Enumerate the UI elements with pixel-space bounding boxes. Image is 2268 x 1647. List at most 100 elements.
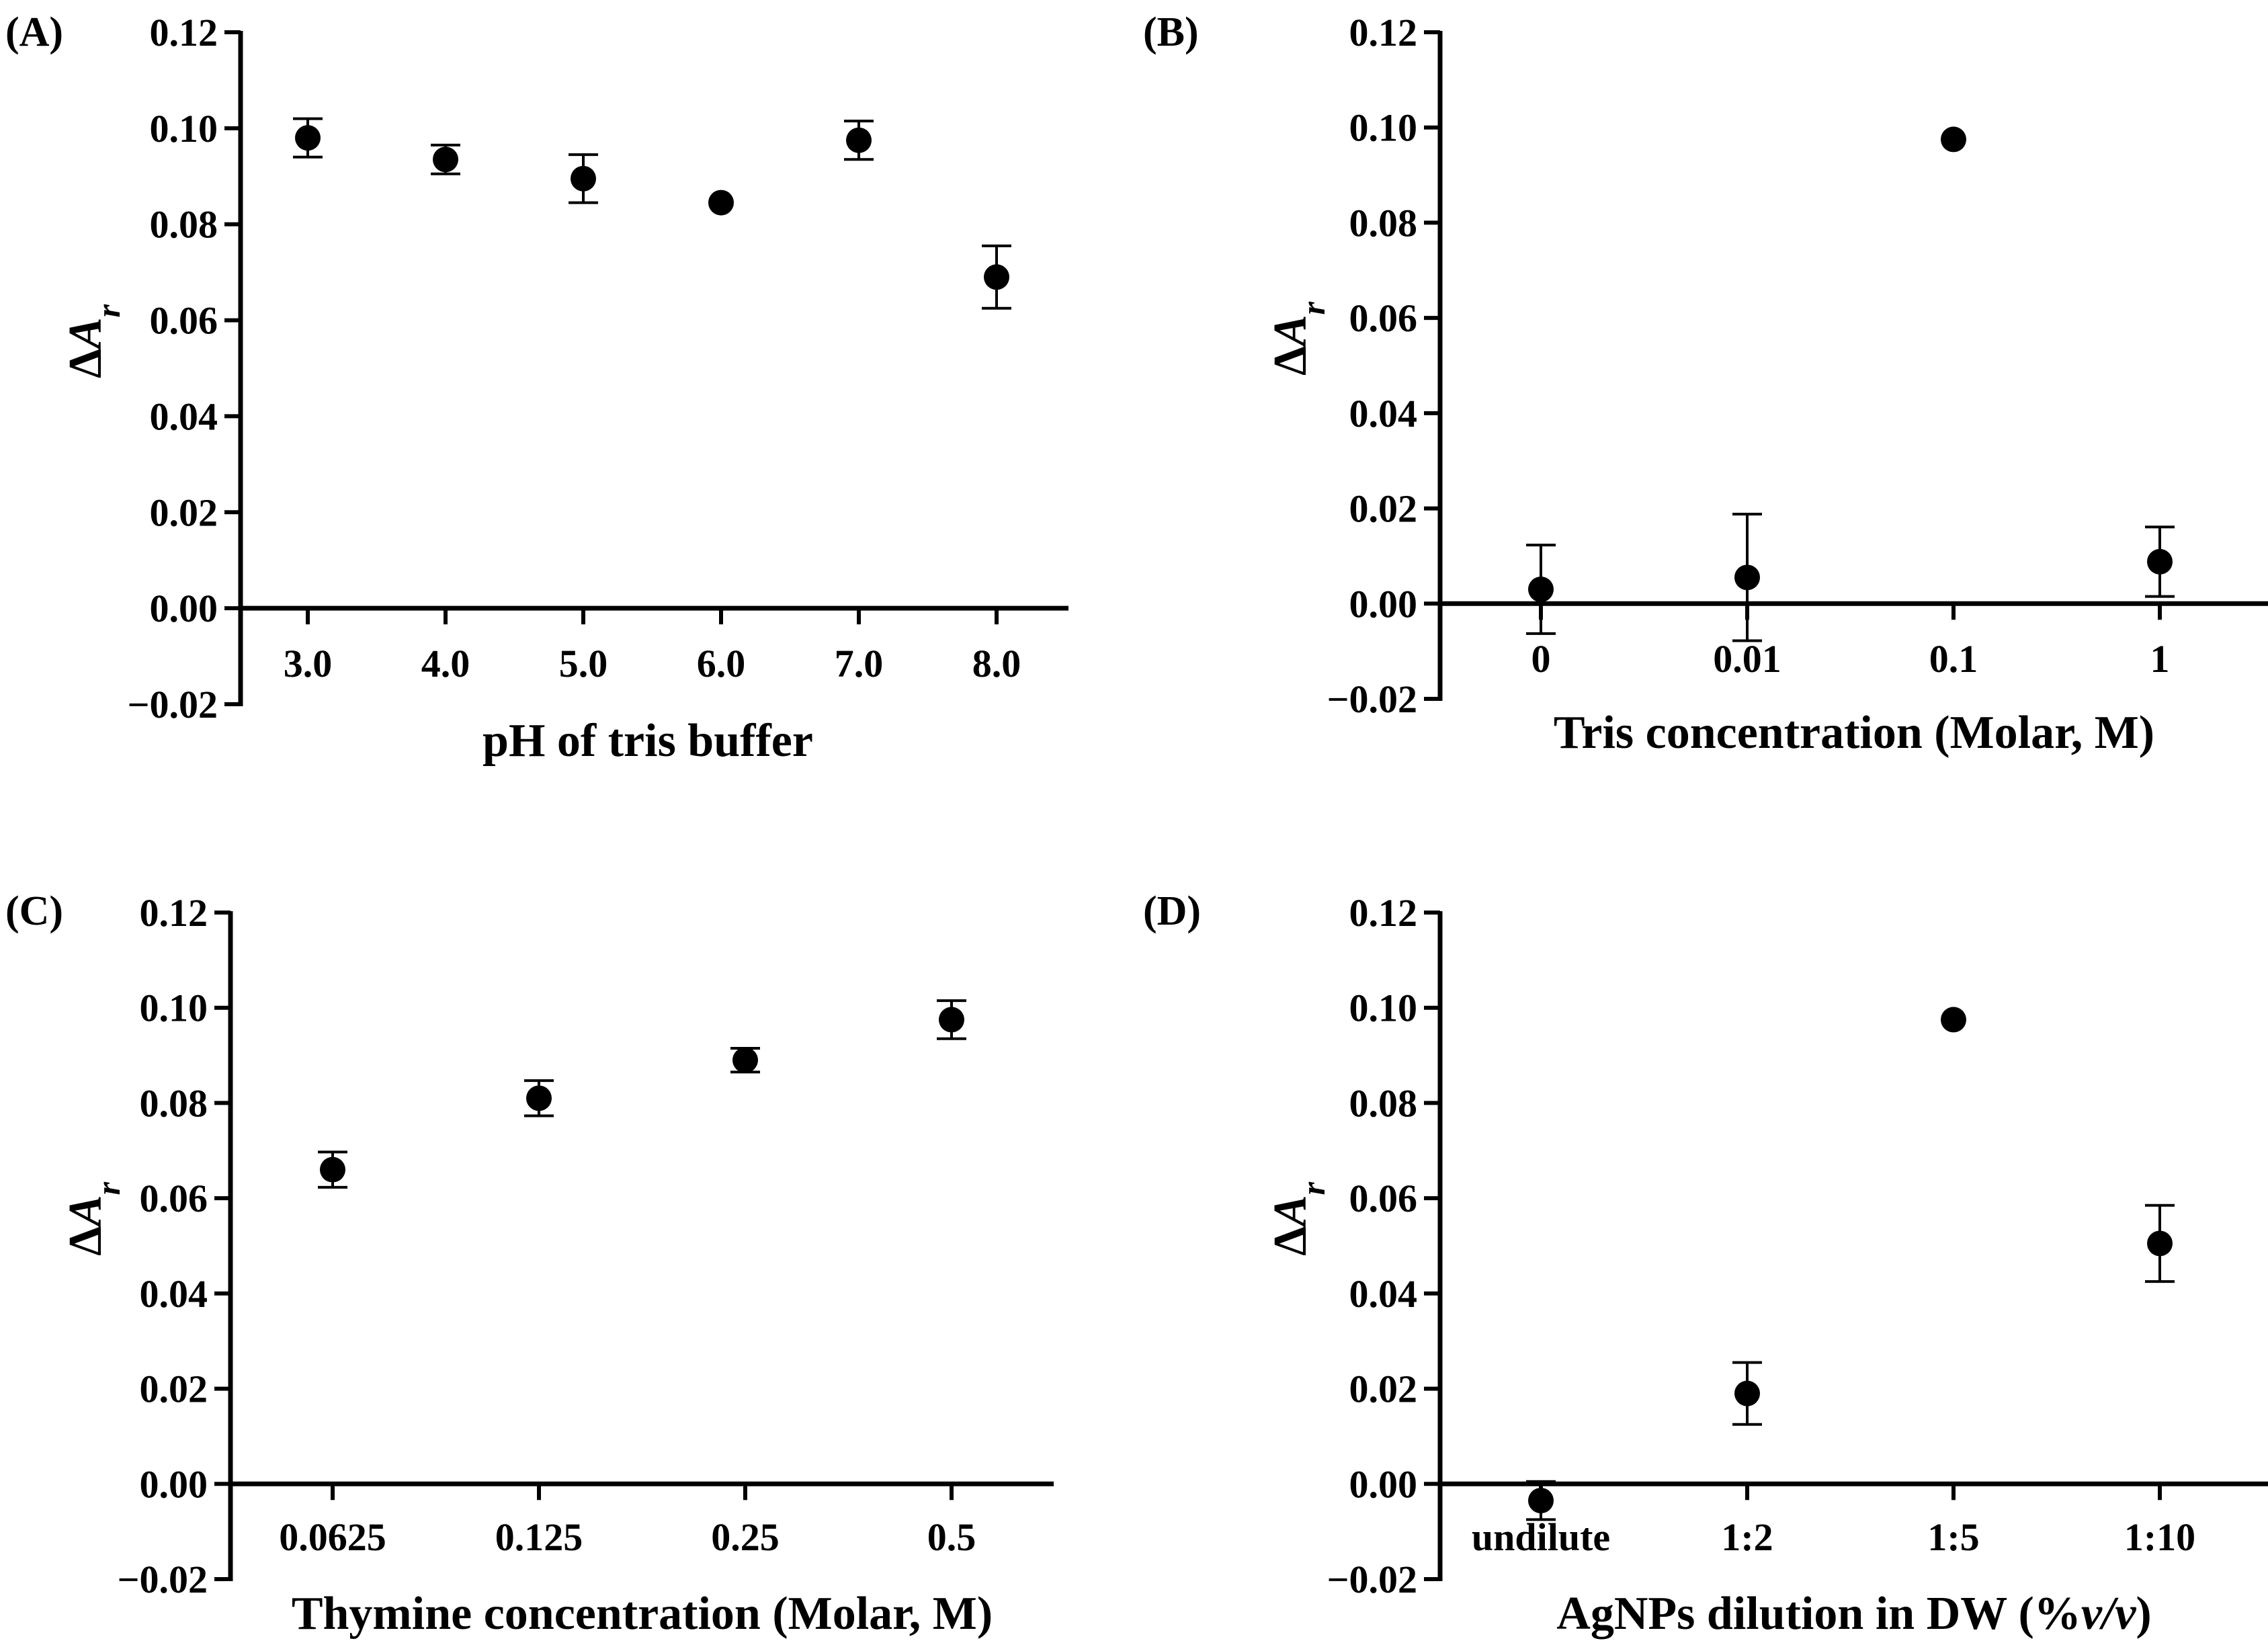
y-axis-title-main: Δ xyxy=(1265,346,1316,376)
y-tick-label: 0.04 xyxy=(140,1272,208,1316)
y-axis-title-main: Δ xyxy=(1265,1226,1316,1256)
x-axis-title-part: ) xyxy=(2136,1588,2151,1640)
y-axis-title-subscript: r xyxy=(89,1181,127,1195)
y-axis-title-main: Δ xyxy=(60,1226,112,1256)
x-tick-label: 1 xyxy=(2150,637,2170,681)
data-point xyxy=(320,1156,345,1183)
y-axis-title-text: ΔAr xyxy=(60,1181,127,1256)
x-axis-title: Thymine concentration (Molar, M) xyxy=(292,1588,993,1640)
y-tick-labels: −0.02 0.00 0.02 0.04 0.06 0.08 0.10 0.12 xyxy=(117,891,208,1601)
y-tick-label: 0.10 xyxy=(140,986,208,1030)
panel-label: (B) xyxy=(1143,9,1199,55)
y-tick-label: 0.12 xyxy=(1349,891,1418,935)
y-tick-label: −0.02 xyxy=(127,683,218,726)
chart-svg-c: (C) −0.02 0.00 0.02 0.04 0.06 0.08 0.10 0.12 ΔA… xyxy=(5,888,1054,1640)
y-tick-label: 0.08 xyxy=(1349,1081,1418,1125)
y-axis-title-main: Δ xyxy=(60,349,112,378)
y-tick-label: 0.00 xyxy=(1349,1462,1418,1506)
data-point xyxy=(1528,577,1554,603)
chart-svg-d: (D) −0.020.000.020.040.060.080.100.12 ΔA… xyxy=(1143,888,2268,1640)
x-axis-title: AgNPs dilution in DW (%v/v) xyxy=(1556,1588,2151,1640)
data-points xyxy=(318,999,966,1189)
chart-panel-c: (C) −0.02 0.00 0.02 0.04 0.06 0.08 0.10 0.12 ΔA… xyxy=(0,879,1130,1647)
y-tick-label: 0.02 xyxy=(1349,487,1418,531)
x-tick-labels: 3.0 4.0 5.0 6.0 7.0 8.0 xyxy=(284,642,1021,685)
x-axis-title-part: AgNPs dilution in DW (% xyxy=(1556,1588,2081,1640)
y-axis-title-main-letter: A xyxy=(1265,1195,1316,1229)
y-tick-labels: −0.02 0.00 0.02 0.04 0.06 0.08 0.10 0.12 xyxy=(127,11,218,726)
y-tick-labels: −0.02 0.00 0.02 0.04 0.06 0.08 0.10 0.12 xyxy=(1327,891,1417,1601)
y-tick-label: 0.12 xyxy=(140,891,208,935)
y-axis-title-text: ΔAr xyxy=(60,304,127,378)
y-tick-label: 0.02 xyxy=(140,1367,208,1411)
data-points xyxy=(293,117,1011,310)
axes xyxy=(214,911,1054,1581)
data-point xyxy=(732,1047,758,1073)
data-point xyxy=(1941,1007,1966,1033)
y-tick-label: 0.10 xyxy=(1349,986,1418,1030)
y-tick-label: 0.04 xyxy=(1349,392,1418,435)
panel-label: (C) xyxy=(5,888,63,934)
x-tick-label: 5.0 xyxy=(559,642,608,685)
y-tick-label: 0.12 xyxy=(1349,11,1418,54)
x-tick-label: 7.0 xyxy=(835,642,884,685)
x-tick-labels: 0 0.01 0.1 1 xyxy=(1531,637,2170,681)
x-tick-label: 0.0625 xyxy=(279,1515,386,1559)
panel-label: (D) xyxy=(1143,888,1201,934)
x-tick-label: 0.125 xyxy=(495,1515,583,1559)
y-axis-title-subscript: r xyxy=(1294,301,1332,314)
x-tick-label: 3.0 xyxy=(284,642,333,685)
chart-svg-b: (B) −0.020.000.020.040.060.080.100.12 ΔA… xyxy=(1143,9,2268,759)
x-tick-label: 1:10 xyxy=(2124,1515,2195,1559)
data-point xyxy=(708,189,734,216)
x-tick-label: 8.0 xyxy=(972,642,1021,685)
x-tick-label: 0.01 xyxy=(1713,637,1781,681)
y-tick-labels: −0.02 0.00 0.02 0.04 0.06 0.08 0.10 0.12 xyxy=(1327,11,1417,721)
x-tick-label: 0 xyxy=(1531,637,1551,681)
y-axis-title: ΔAr xyxy=(1265,301,1332,376)
y-axis-title: ΔAr xyxy=(60,304,127,378)
x-tick-labels: undilute 1:2 1:5 1:10 xyxy=(1472,1515,2195,1559)
y-tick-label: 0.00 xyxy=(150,587,218,630)
x-tick-label: 4.0 xyxy=(421,642,470,685)
y-tick-label: 0.08 xyxy=(1349,201,1418,245)
axes xyxy=(224,30,1068,706)
chart-panel-a: (A) −0.02 0.00 0.02 0.04 0.06 0.08 0.10 0.12 ΔA… xyxy=(0,0,1130,773)
y-axis-title-subscript: r xyxy=(1294,1181,1332,1195)
y-tick-label: 0.00 xyxy=(140,1462,208,1506)
x-tick-label: 0.1 xyxy=(1929,637,1978,681)
y-axis-title-text: ΔAr xyxy=(1265,301,1332,376)
chart-panel-d: (D) −0.02 0.00 0.02 0.04 0.06 0.08 0.10 0.12 ΔA… xyxy=(1138,879,2268,1647)
y-tick-label: −0.02 xyxy=(1327,677,1417,721)
data-point xyxy=(526,1085,552,1111)
data-point xyxy=(571,165,596,192)
y-tick-label: 0.08 xyxy=(140,1081,208,1125)
x-tick-label: 6.0 xyxy=(697,642,746,685)
data-point xyxy=(2147,548,2173,575)
y-tick-label: 0.04 xyxy=(1349,1272,1418,1316)
panel-label: (A) xyxy=(5,9,63,55)
x-tick-label: undilute xyxy=(1472,1515,1610,1559)
axes xyxy=(1424,30,2268,701)
data-point xyxy=(846,127,872,153)
data-point xyxy=(295,125,321,151)
x-tick-label: 1:2 xyxy=(1721,1515,1773,1559)
data-point xyxy=(939,1007,964,1033)
y-tick-label: 0.04 xyxy=(150,394,218,438)
y-axis-title: ΔAr xyxy=(1265,1181,1332,1256)
x-axis-title: Tris concentration (Molar, M) xyxy=(1554,707,2154,759)
y-tick-label: −0.02 xyxy=(117,1558,208,1601)
y-tick-label: 0.02 xyxy=(1349,1367,1418,1411)
chart-svg-a: (A) −0.02 0.00 0.02 0.04 0.06 0.08 0.10 0.12 ΔA… xyxy=(5,9,1068,767)
y-tick-label: 0.10 xyxy=(150,107,218,151)
y-tick-label: 0.06 xyxy=(1349,1177,1418,1220)
axes xyxy=(1424,911,2268,1581)
data-point xyxy=(984,264,1009,290)
y-axis-title-main-letter: A xyxy=(60,1195,112,1229)
x-tick-label: 0.5 xyxy=(927,1515,976,1559)
y-axis-title-main-letter: A xyxy=(1265,314,1316,349)
data-point xyxy=(1734,1380,1760,1406)
x-tick-label: 1:5 xyxy=(1927,1515,1979,1559)
data-points xyxy=(1526,126,2175,642)
data-points xyxy=(1526,1007,2175,1521)
